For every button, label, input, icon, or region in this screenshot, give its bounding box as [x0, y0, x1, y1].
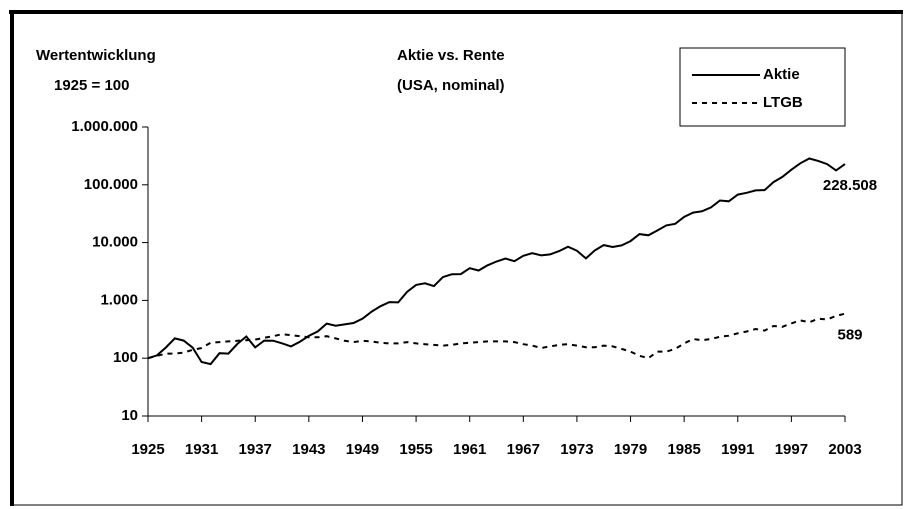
- x-tick-label: 1961: [453, 441, 486, 458]
- y-tick-label: 1.000: [100, 291, 138, 308]
- y-tick-label: 10.000: [92, 234, 138, 251]
- y-tick-label: 1.000.000: [71, 118, 138, 135]
- x-tick-label: 1979: [614, 441, 647, 458]
- chart-subtitle: (USA, nominal): [397, 77, 505, 94]
- legend-label: Aktie: [763, 66, 800, 83]
- x-tick-label: 1949: [346, 441, 379, 458]
- x-tick-label: 1937: [239, 441, 272, 458]
- x-tick-label: 1925: [131, 441, 164, 458]
- y-label: Wertentwicklung: [36, 47, 156, 64]
- value-label: 589: [837, 327, 862, 344]
- x-tick-label: 1967: [507, 441, 540, 458]
- x-tick-label: 1997: [775, 441, 808, 458]
- x-tick-label: 1931: [185, 441, 218, 458]
- x-tick-label: 1955: [399, 441, 432, 458]
- y-tick-label: 100: [113, 349, 138, 366]
- line-series: [147, 157, 846, 366]
- legend-label: LTGB: [763, 94, 803, 111]
- x-tick-label: 2003: [828, 441, 861, 458]
- chart-title: Aktie vs. Rente: [397, 47, 505, 64]
- legend-box: [679, 47, 846, 127]
- y-tick-label: 10: [121, 407, 138, 424]
- line-series: [147, 312, 846, 360]
- x-tick-label: 1985: [667, 441, 700, 458]
- x-tick-label: 1973: [560, 441, 593, 458]
- y-tick-label: 100.000: [84, 176, 138, 193]
- x-tick-label: 1943: [292, 441, 325, 458]
- x-tick-label: 1991: [721, 441, 754, 458]
- value-label: 228.508: [823, 177, 877, 194]
- y-label-note: 1925 = 100: [54, 77, 130, 94]
